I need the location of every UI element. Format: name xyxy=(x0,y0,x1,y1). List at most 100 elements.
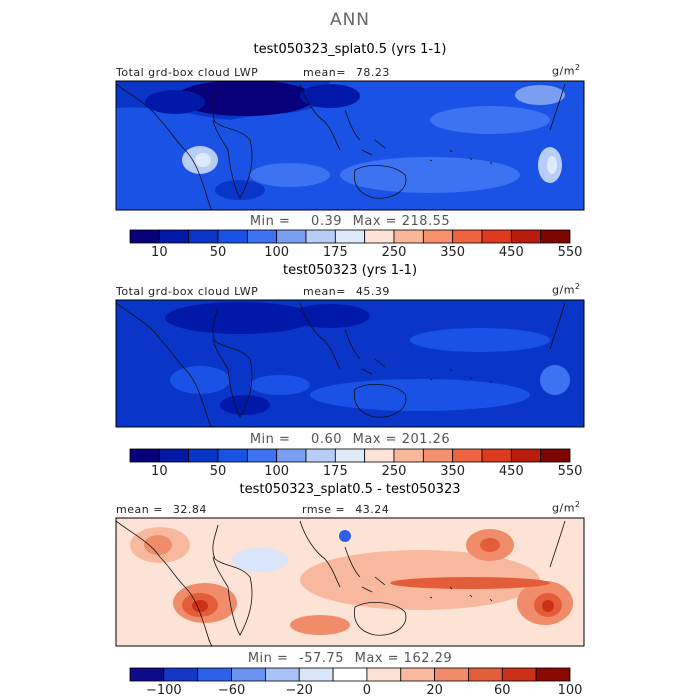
panel-2-colorbar-tick-label: 450 xyxy=(498,464,524,479)
panel-1-frame xyxy=(115,80,585,211)
panel-2-field-asia xyxy=(290,304,370,328)
panel-2-colorbar-cell xyxy=(188,448,219,463)
panel-1-colorbar-cell xyxy=(422,229,454,244)
panel-2-frame xyxy=(115,299,585,428)
panel-1-title: test050323_splat0.5 (yrs 1-1) xyxy=(253,42,447,57)
panel-3-colorbar-cell xyxy=(197,667,232,682)
panel-2-colorbar-cell xyxy=(158,448,190,463)
panel-1-units: g/m2 xyxy=(552,63,581,78)
panel-3-colorbar-tick-label: 60 xyxy=(494,683,511,698)
panel-3-coast-sea xyxy=(344,546,386,593)
panel-3-field-sepac-max xyxy=(542,600,554,612)
panel-3-colorbar-cell xyxy=(163,667,199,682)
panel-1-mean: mean= 78.23 xyxy=(303,66,390,79)
panel-3-colorbar-cell xyxy=(501,667,537,682)
panel-2-colorbar-cell xyxy=(540,448,571,463)
panel-3-colorbar-cell xyxy=(129,667,165,682)
panel-1-field-atl xyxy=(145,90,205,114)
panel-2-field-spac xyxy=(310,379,530,411)
panel-1-colorbar-tick-label: 50 xyxy=(209,245,227,260)
panel-2-colorbar-cell xyxy=(334,448,366,463)
panel-3-colorbar-tick-label: 0 xyxy=(362,683,372,698)
panel-1-units-base: g/m xyxy=(552,64,575,78)
panel-1-field-sepac-core xyxy=(547,156,557,174)
panel-3-colorbar-tick-label: −20 xyxy=(285,683,313,698)
panel-2-colorbar-cell xyxy=(364,448,395,463)
panel-1-colorbar-cell xyxy=(364,229,395,244)
panel-3-field-satl-max xyxy=(192,600,208,612)
panel-1-units-exp: 2 xyxy=(574,63,581,72)
panel-1-coast-camerica xyxy=(549,83,566,131)
panel-1-coast-islands xyxy=(429,149,493,165)
panel-2-mean-value: 45.39 xyxy=(355,285,390,298)
panel-2-colorbar-cell xyxy=(305,448,336,463)
panel-1-min-label: Min = xyxy=(249,214,291,229)
panel-2-min-value: 0.60 xyxy=(311,432,342,447)
panel-2-colorbar-cell xyxy=(452,448,483,463)
panel-2-colorbar-tick-label: 250 xyxy=(381,464,407,479)
panel-3-field-npac-core xyxy=(480,538,500,552)
panel-1-colorbar-cell xyxy=(334,229,366,244)
panel-3-coast-africa xyxy=(212,524,253,636)
panel-2-coast-sea xyxy=(344,328,386,375)
panel-3-units-exp: 2 xyxy=(574,500,581,509)
panel-2-colorbar-cell xyxy=(510,448,542,463)
panel-3-min-label: Min = xyxy=(247,651,289,666)
panel-1-minmax: Min = 0.39 Max = 218.55 xyxy=(0,214,700,229)
panel-1-colorbar xyxy=(129,229,571,244)
panel-3-field-neg-min xyxy=(339,530,351,542)
panel-1-coastlines xyxy=(116,83,566,210)
panel-1-field-io xyxy=(250,163,330,187)
panel-3-map xyxy=(116,518,584,646)
panel-2-minmax: Min = 0.60 Max = 201.26 xyxy=(0,432,700,447)
panel-2-field-satl xyxy=(170,366,230,394)
panel-1-colorbar-cell xyxy=(481,229,512,244)
panel-3-colorbar-cell xyxy=(535,667,571,682)
panel-1-colorbar-cell xyxy=(158,229,190,244)
panel-2-max-value: 201.26 xyxy=(401,432,451,447)
panel-3-units: g/m2 xyxy=(552,500,581,515)
panel-3-mean: mean = 32.84 xyxy=(116,503,207,516)
panel-1-field-spac xyxy=(340,157,520,193)
panel-1-field-satl-core xyxy=(195,153,211,167)
panel-3-field-afr-neg xyxy=(232,548,288,572)
panel-3-colorbar-cell xyxy=(298,667,334,682)
panel-2-colorbar-tick-label: 50 xyxy=(209,464,227,479)
panel-1-coast-samerica xyxy=(116,83,213,210)
panel-2-colorbar-tick-label: 550 xyxy=(557,464,583,479)
panel-1-colorbar-tick-label: 450 xyxy=(498,245,524,260)
panel-2-coast-islands xyxy=(429,368,493,384)
panel-3-mean-value: 32.84 xyxy=(172,503,207,516)
panel-2-field-sahara xyxy=(165,302,315,334)
panel-2-units: g/m2 xyxy=(552,282,581,297)
panel-3-rmse-value: 43.24 xyxy=(355,503,390,516)
panel-1-colorbar-tick-label: 175 xyxy=(322,245,348,260)
panel-2-colorbar-cell xyxy=(276,448,307,463)
panel-3-rmse-label: rmse = xyxy=(302,503,346,516)
panel-3-mean-label: mean = xyxy=(116,503,163,516)
panel-3-title: test050323_splat0.5 - test050323 xyxy=(239,482,461,497)
panel-2-title: test050323 (yrs 1-1) xyxy=(282,263,418,278)
panel-1-field-calif xyxy=(515,85,565,105)
panel-3-colorbar-cell xyxy=(264,667,300,682)
panel-1-field-npac xyxy=(430,106,550,134)
panel-1-colorbar-cell xyxy=(452,229,483,244)
panel-3-field-io xyxy=(290,615,350,635)
panel-3-coast-australia xyxy=(353,602,407,636)
panel-1-coast-sea xyxy=(344,109,386,156)
panel-2-colorbar-cell xyxy=(393,448,424,463)
panel-2-colorbar-tick-label: 10 xyxy=(151,464,168,479)
panel-2-field-npac xyxy=(410,328,550,352)
panel-1-min-value: 0.39 xyxy=(311,214,342,229)
panel-1-colorbar-tick-label: 10 xyxy=(151,245,168,260)
panel-2-coast-australia xyxy=(353,384,407,418)
panel-1-colorbar-cell xyxy=(246,229,278,244)
panel-3-coast-india xyxy=(299,520,341,588)
panel-3-units-base: g/m xyxy=(552,501,575,515)
panel-3-minmax: Min = -57.75 Max = 162.29 xyxy=(0,651,700,666)
panel-1-mean-label: mean= xyxy=(303,66,346,79)
panel-2-min-label: Min = xyxy=(249,432,291,447)
panel-2-units-exp: 2 xyxy=(574,282,581,291)
panel-2-colorbar-cell xyxy=(481,448,512,463)
panel-1-mean-value: 78.23 xyxy=(355,66,390,79)
